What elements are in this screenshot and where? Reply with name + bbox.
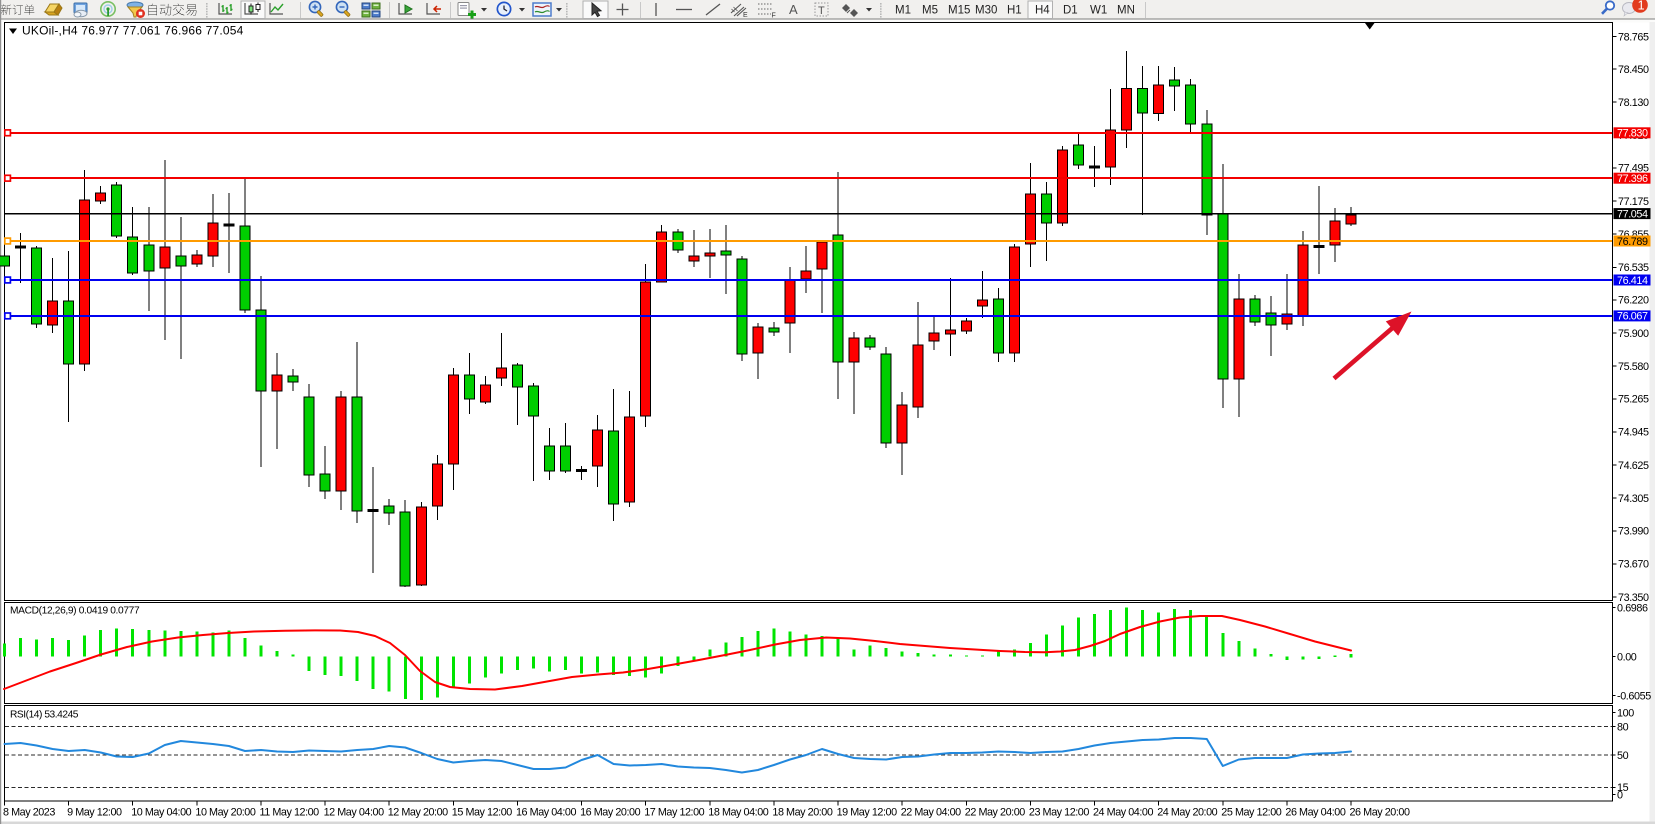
svg-text:77.830: 77.830 (1617, 128, 1648, 140)
svg-text:H1: H1 (1007, 5, 1022, 17)
svg-text:0: 0 (1617, 789, 1623, 801)
svg-text:73.670: 73.670 (1618, 559, 1649, 571)
svg-text:23 May 12:00: 23 May 12:00 (1029, 807, 1089, 819)
svg-text:76.067: 76.067 (1617, 311, 1648, 323)
svg-text:17 May 12:00: 17 May 12:00 (644, 807, 704, 819)
svg-text:76.220: 76.220 (1618, 295, 1649, 307)
svg-text:74.625: 74.625 (1618, 460, 1649, 472)
svg-text:80: 80 (1617, 721, 1629, 733)
svg-text:25 May 12:00: 25 May 12:00 (1221, 807, 1281, 819)
svg-text:MN: MN (1117, 5, 1135, 17)
svg-text:78.130: 78.130 (1618, 97, 1649, 109)
svg-text:75.580: 75.580 (1618, 361, 1649, 373)
svg-text:76.535: 76.535 (1618, 262, 1649, 274)
svg-text:M15: M15 (948, 5, 970, 17)
svg-text:78.765: 78.765 (1618, 31, 1649, 43)
svg-text:10 May 04:00: 10 May 04:00 (131, 807, 191, 819)
svg-text:16 May 04:00: 16 May 04:00 (516, 807, 576, 819)
svg-text:18 May 04:00: 18 May 04:00 (708, 807, 768, 819)
svg-text:76.414: 76.414 (1617, 275, 1648, 287)
svg-text:12 May 04:00: 12 May 04:00 (324, 807, 384, 819)
svg-text:19 May 12:00: 19 May 12:00 (837, 807, 897, 819)
svg-text:15 May 12:00: 15 May 12:00 (452, 807, 512, 819)
svg-text:26 May 20:00: 26 May 20:00 (1350, 807, 1410, 819)
svg-text:9 May 12:00: 9 May 12:00 (67, 807, 122, 819)
svg-text:F: F (772, 13, 776, 20)
svg-text:50: 50 (1617, 750, 1629, 762)
svg-text:74.305: 74.305 (1618, 493, 1649, 505)
svg-text:100: 100 (1617, 707, 1634, 719)
svg-text:22 May 20:00: 22 May 20:00 (965, 807, 1025, 819)
svg-text:12 May 20:00: 12 May 20:00 (388, 807, 448, 819)
svg-text:W1: W1 (1090, 5, 1107, 17)
svg-text:11 May 12:00: 11 May 12:00 (260, 807, 320, 819)
svg-text:24 May 20:00: 24 May 20:00 (1157, 807, 1217, 819)
svg-text:76.789: 76.789 (1617, 236, 1648, 248)
svg-text:16 May 20:00: 16 May 20:00 (580, 807, 640, 819)
svg-text:22 May 04:00: 22 May 04:00 (901, 807, 961, 819)
svg-text:M1: M1 (895, 5, 911, 17)
svg-text:15: 15 (1617, 782, 1629, 794)
svg-text:UKOil-,H4 76.977 77.061 76.96: UKOil-,H4 76.977 77.061 76.966 77.054 (22, 24, 244, 38)
svg-text:RSI(14) 53.4245: RSI(14) 53.4245 (10, 710, 79, 721)
svg-text:75.900: 75.900 (1618, 328, 1649, 340)
svg-text:M30: M30 (975, 5, 997, 17)
svg-text:H4: H4 (1035, 5, 1050, 17)
svg-text:8 May 2023: 8 May 2023 (3, 807, 55, 819)
svg-text:77.175: 77.175 (1618, 196, 1649, 208)
svg-text:77.495: 77.495 (1618, 163, 1649, 175)
svg-text:MACD(12,26,9) 0.0419 0.0777: MACD(12,26,9) 0.0419 0.0777 (10, 606, 140, 617)
svg-text:77.396: 77.396 (1617, 173, 1648, 185)
svg-text:18 May 20:00: 18 May 20:00 (772, 807, 832, 819)
svg-text:78.450: 78.450 (1618, 64, 1649, 76)
svg-text:73.350: 73.350 (1618, 592, 1649, 604)
svg-text:0.00: 0.00 (1617, 651, 1637, 663)
svg-text:74.945: 74.945 (1618, 427, 1649, 439)
svg-text:M5: M5 (922, 5, 938, 17)
svg-text:T: T (818, 5, 825, 17)
svg-text:75.265: 75.265 (1618, 394, 1649, 406)
svg-text:77.810: 77.810 (1618, 130, 1649, 142)
svg-text:77.054: 77.054 (1617, 208, 1648, 220)
svg-text:24 May 04:00: 24 May 04:00 (1093, 807, 1153, 819)
svg-text:1: 1 (1638, 0, 1645, 13)
svg-text:D1: D1 (1063, 5, 1078, 17)
svg-text:0.6986: 0.6986 (1617, 602, 1648, 614)
svg-text:26 May 04:00: 26 May 04:00 (1285, 807, 1345, 819)
svg-text:10 May 20:00: 10 May 20:00 (195, 807, 255, 819)
svg-text:E: E (743, 12, 748, 19)
svg-text:-0.6055: -0.6055 (1617, 690, 1651, 702)
svg-text:73.990: 73.990 (1618, 526, 1649, 538)
svg-text:A: A (789, 2, 798, 17)
